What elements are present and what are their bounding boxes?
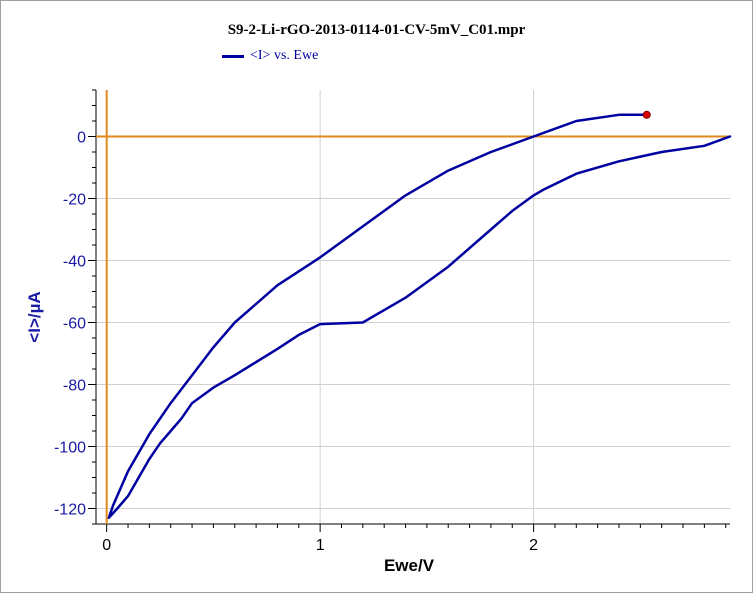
y-tick-label: -120 — [54, 502, 86, 519]
y-tick-label: -80 — [63, 378, 86, 395]
x-tick-label: 1 — [316, 537, 325, 554]
y-tick-label: -100 — [54, 440, 86, 457]
y-tick-label: -20 — [63, 192, 86, 209]
y-tick-label: -60 — [63, 316, 86, 333]
y-axis-label: <I>/µA — [25, 291, 44, 342]
x-tick-label: 0 — [102, 537, 111, 554]
y-tick-label: -40 — [63, 254, 86, 271]
chart-title: S9-2-Li-rGO-2013-0114-01-CV-5mV_C01.mpr — [227, 22, 526, 38]
y-tick-label: 0 — [77, 130, 86, 147]
legend-label: <I> vs. Ewe — [250, 48, 319, 63]
cursor-marker — [642, 110, 651, 119]
x-axis-label: Ewe/V — [384, 556, 435, 575]
legend[interactable]: <I> vs. Ewe — [222, 47, 318, 65]
legend-swatch — [222, 54, 244, 58]
series-line — [107, 113, 732, 520]
x-tick-label: 2 — [529, 537, 538, 554]
